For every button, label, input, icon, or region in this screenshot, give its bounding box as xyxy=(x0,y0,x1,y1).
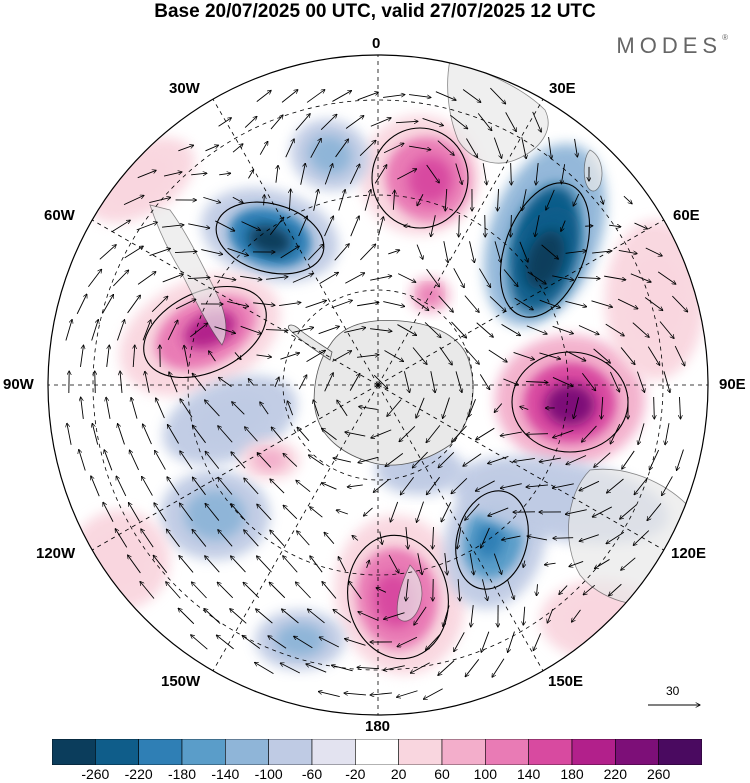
colorbar-tick-label: -60 xyxy=(301,766,323,782)
label-lon-180: 180 xyxy=(365,718,391,735)
label-lon-90e: 90E xyxy=(719,376,746,393)
wind-vectors xyxy=(66,87,688,699)
brand-name: MODES xyxy=(616,33,723,58)
colorbar-swatch xyxy=(138,739,183,765)
colorbar-swatch xyxy=(528,739,573,765)
brand-registered-mark: ® xyxy=(722,33,728,42)
map-title: Base 20/07/2025 00 UTC, valid 27/07/2025… xyxy=(154,1,596,22)
colorbar-tick-label: 180 xyxy=(560,766,584,782)
colorbar-tick-label: -20 xyxy=(345,766,366,782)
colorbar-swatch xyxy=(268,739,313,765)
colorbar-swatch xyxy=(571,739,616,765)
colorbar-tick-label: 220 xyxy=(603,766,628,782)
colorbar-swatch xyxy=(311,739,356,765)
colorbar-tick-label: 60 xyxy=(434,766,450,782)
colorbar-tick-label: -180 xyxy=(167,766,197,782)
colorbar-tick-label: -260 xyxy=(81,766,110,782)
reference-vector-label: 30 xyxy=(666,684,680,698)
colorbar-swatch xyxy=(658,739,702,765)
label-lon-120w: 120W xyxy=(36,545,76,562)
colorbar-swatch xyxy=(181,739,226,765)
colorbar-swatch xyxy=(95,739,139,765)
brand-logo: MODES® xyxy=(616,33,728,59)
label-lon-150e: 150E xyxy=(548,673,584,690)
label-lon-90w: 90W xyxy=(3,376,34,393)
colorbar-tick-label: -140 xyxy=(211,766,240,782)
label-lon-30e: 30E xyxy=(549,80,576,97)
label-lon-120e: 120E xyxy=(671,545,707,562)
colorbar-tick-label: 140 xyxy=(516,766,541,782)
colorbar-swatch xyxy=(355,739,399,765)
label-lon-0: 0 xyxy=(372,35,381,52)
colorbar-swatch xyxy=(398,739,443,765)
label-lon-60e: 60E xyxy=(673,207,700,224)
colorbar xyxy=(52,739,702,765)
colorbar-tick-label: 260 xyxy=(646,766,671,782)
colorbar-swatch xyxy=(52,739,96,765)
map-boundary xyxy=(47,54,709,716)
label-lon-30w: 30W xyxy=(169,80,200,97)
colorbar-swatch xyxy=(615,739,659,765)
colorbar-swatch xyxy=(441,739,486,765)
label-lon-60w: 60W xyxy=(44,207,75,224)
colorbar-swatch xyxy=(485,739,529,765)
colorbar-tick-label: -220 xyxy=(124,766,153,782)
label-lon-150w: 150W xyxy=(161,673,201,690)
colorbar-tick-label: -100 xyxy=(254,766,283,782)
colorbar-tick-label: 100 xyxy=(473,766,498,782)
colorbar-tick-label: 20 xyxy=(390,766,407,782)
colorbar-swatch xyxy=(225,739,269,765)
